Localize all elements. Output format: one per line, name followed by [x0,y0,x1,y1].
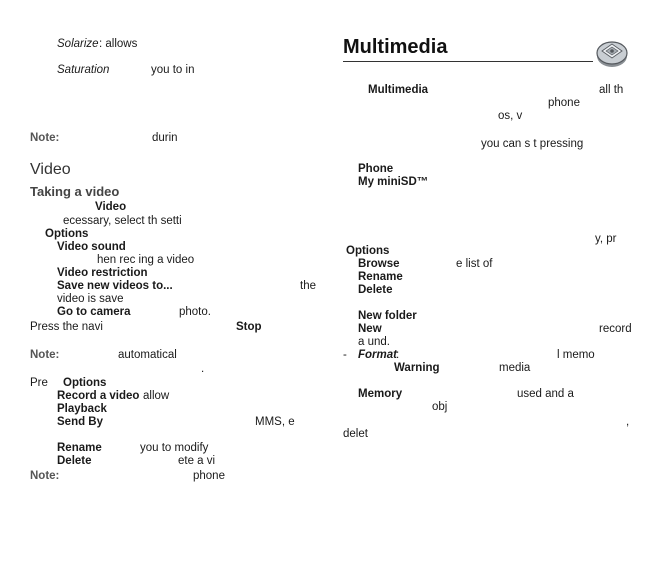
note-text-3: phone [193,470,225,482]
multimedia-bold: Multimedia [368,84,429,96]
record-video-item: Record a video [57,390,140,402]
options-label-3: Options [346,245,390,257]
multimedia-heading: Multimedia [343,36,448,58]
saturation-text: you to in [151,64,195,76]
video-heading: Video [30,161,71,178]
comma-text: , [626,416,630,428]
l-memo-text: l memo [557,349,595,361]
go-to-camera-item: Go to camera [57,306,131,318]
os-v-text: os, v [498,110,523,122]
options-label: Options [45,228,89,240]
format-item: Format [358,349,397,361]
go-to-camera-desc: photo. [179,306,211,318]
delet-text: delet [343,428,368,440]
obj-text: obj [432,401,448,413]
note-label: Note: [30,132,60,144]
note-label-3: Note: [30,470,60,482]
solarize-text: : allows [99,38,138,50]
browse-desc: e list of [456,258,493,270]
my-minisd-item: My miniSD™ [358,176,429,188]
video-item: Video [95,201,127,213]
options-label-2: Options [63,377,107,389]
send-by-item: Send By [57,416,104,428]
rename-desc: you to modify [140,442,209,454]
note-text-2: automatical [118,349,177,361]
rename-item: Rename [57,442,102,454]
note-label-2: Note: [30,349,60,361]
save-new-videos-tail: the [300,280,316,292]
stop-label: Stop [236,321,262,333]
all-the-text: all th [599,84,624,96]
video-restriction-item: Video restriction [57,267,148,279]
delete-item-right: Delete [358,284,393,296]
you-can-text: you can s t pressing [481,138,584,150]
delete-desc: ete a vi [178,455,216,467]
video-sound-desc: hen rec ing a video [97,254,195,266]
video-sound-item: Video sound [57,241,126,253]
new-folder-item: New folder [358,310,417,322]
necessary-select-text: ecessary, select th setti [63,215,182,227]
record-video-desc: allow [143,390,170,402]
heading-rule [343,61,593,62]
press-navi-text: Press the navi [30,321,103,333]
multimedia-chip-icon [594,38,630,70]
solarize-label: Solarize [57,38,99,50]
used-and-text: used and a [517,388,574,400]
playback-item: Playback [57,403,107,415]
format-colon: : [396,349,400,361]
browse-item: Browse [358,258,400,270]
rename-item-right: Rename [358,271,403,283]
send-by-tail: MMS, e [255,416,295,428]
phone-text: phone [548,97,580,109]
memory-item: Memory [358,388,403,400]
save-new-videos-item: Save new videos to... [57,280,173,292]
y-pr-text: y, pr [595,233,617,245]
saturation-label: Saturation [57,64,110,76]
warning-label: Warning [394,362,440,374]
note-dot: . [201,363,205,375]
a-und-text: a und. [358,336,390,348]
media-text: media [499,362,531,374]
record-text: record [599,323,632,335]
press-text: Pre [30,377,48,389]
delete-item: Delete [57,455,92,467]
taking-a-video-heading: Taking a video [30,184,120,199]
new-item: New [358,323,382,335]
video-is-saved-text: video is save [57,293,124,305]
format-dash: - [343,349,347,361]
note-text: durin [152,132,178,144]
phone-item: Phone [358,163,394,175]
